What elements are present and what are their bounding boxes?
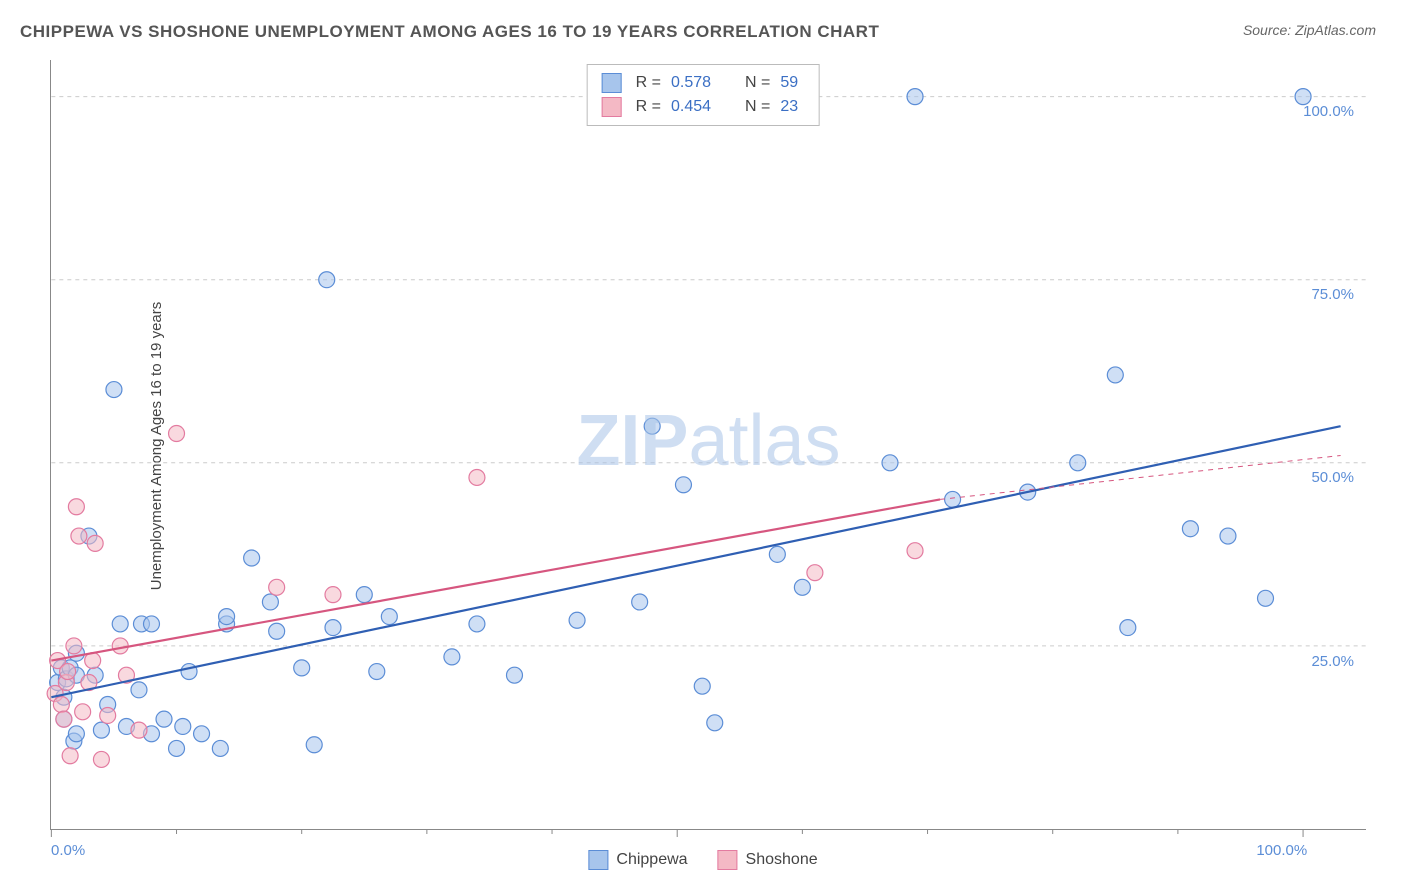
data-point xyxy=(68,726,84,742)
legend-label: Shoshone xyxy=(746,851,818,869)
data-point xyxy=(325,587,341,603)
data-point xyxy=(675,477,691,493)
data-point xyxy=(469,616,485,632)
data-point xyxy=(62,748,78,764)
legend-swatch xyxy=(602,97,622,117)
legend-swatch xyxy=(588,850,608,870)
data-point xyxy=(60,664,76,680)
data-point xyxy=(93,722,109,738)
data-point xyxy=(87,535,103,551)
data-point xyxy=(707,715,723,731)
plot-svg xyxy=(51,60,1366,829)
data-point xyxy=(71,528,87,544)
stat-value-r: 0.454 xyxy=(671,98,719,116)
data-point xyxy=(381,609,397,625)
data-point xyxy=(807,565,823,581)
data-point xyxy=(569,612,585,628)
data-point xyxy=(369,664,385,680)
data-point xyxy=(882,455,898,471)
data-point xyxy=(169,426,185,442)
data-point xyxy=(269,623,285,639)
legend-stats: R = 0.578 N = 59 R = 0.454 N = 23 xyxy=(587,64,820,126)
data-point xyxy=(131,682,147,698)
data-point xyxy=(1120,620,1136,636)
data-point xyxy=(469,469,485,485)
data-point xyxy=(93,751,109,767)
data-point xyxy=(356,587,372,603)
data-point xyxy=(907,543,923,559)
data-point xyxy=(212,740,228,756)
stat-label-r: R = xyxy=(636,74,661,92)
data-point xyxy=(68,499,84,515)
data-point xyxy=(194,726,210,742)
data-point xyxy=(56,711,72,727)
legend-stat-row: R = 0.454 N = 23 xyxy=(602,95,805,119)
data-point xyxy=(112,638,128,654)
data-point xyxy=(100,707,116,723)
data-point xyxy=(444,649,460,665)
data-point xyxy=(75,704,91,720)
data-point xyxy=(769,546,785,562)
data-point xyxy=(106,382,122,398)
data-point xyxy=(156,711,172,727)
data-point xyxy=(325,620,341,636)
stat-value-n: 59 xyxy=(780,74,804,92)
legend-stat-row: R = 0.578 N = 59 xyxy=(602,71,805,95)
legend-item: Shoshone xyxy=(718,850,818,870)
data-point xyxy=(945,491,961,507)
stat-label-r: R = xyxy=(636,98,661,116)
data-point xyxy=(262,594,278,610)
data-point xyxy=(131,722,147,738)
trend-line-extrap xyxy=(940,455,1341,499)
y-tick-label: 75.0% xyxy=(1311,286,1354,303)
legend-swatch xyxy=(602,73,622,93)
stat-label-n: N = xyxy=(745,98,770,116)
source-label: Source: ZipAtlas.com xyxy=(1243,22,1376,38)
data-point xyxy=(506,667,522,683)
y-tick-label: 25.0% xyxy=(1311,653,1354,670)
data-point xyxy=(112,616,128,632)
legend-swatch xyxy=(718,850,738,870)
data-point xyxy=(319,272,335,288)
data-point xyxy=(244,550,260,566)
stat-value-r: 0.578 xyxy=(671,74,719,92)
data-point xyxy=(175,718,191,734)
stat-label-n: N = xyxy=(745,74,770,92)
chart-title: CHIPPEWA VS SHOSHONE UNEMPLOYMENT AMONG … xyxy=(20,22,879,42)
data-point xyxy=(306,737,322,753)
data-point xyxy=(169,740,185,756)
data-point xyxy=(53,697,69,713)
plot-area: ZIPatlas 25.0%50.0%75.0%100.0%0.0%100.0% xyxy=(50,60,1366,830)
legend-item: Chippewa xyxy=(588,850,687,870)
data-point xyxy=(907,89,923,105)
data-point xyxy=(1182,521,1198,537)
x-tick-label: 100.0% xyxy=(1256,842,1307,859)
data-point xyxy=(644,418,660,434)
data-point xyxy=(294,660,310,676)
y-tick-label: 50.0% xyxy=(1311,469,1354,486)
data-point xyxy=(269,579,285,595)
data-point xyxy=(1107,367,1123,383)
legend-label: Chippewa xyxy=(616,851,687,869)
y-tick-label: 100.0% xyxy=(1303,103,1354,120)
data-point xyxy=(66,638,82,654)
data-point xyxy=(219,609,235,625)
data-point xyxy=(1220,528,1236,544)
data-point xyxy=(1070,455,1086,471)
stat-value-n: 23 xyxy=(780,98,804,116)
data-point xyxy=(1258,590,1274,606)
legend-series: Chippewa Shoshone xyxy=(588,850,817,870)
data-point xyxy=(694,678,710,694)
data-point xyxy=(632,594,648,610)
data-point xyxy=(144,616,160,632)
x-tick-label: 0.0% xyxy=(51,842,85,859)
data-point xyxy=(794,579,810,595)
